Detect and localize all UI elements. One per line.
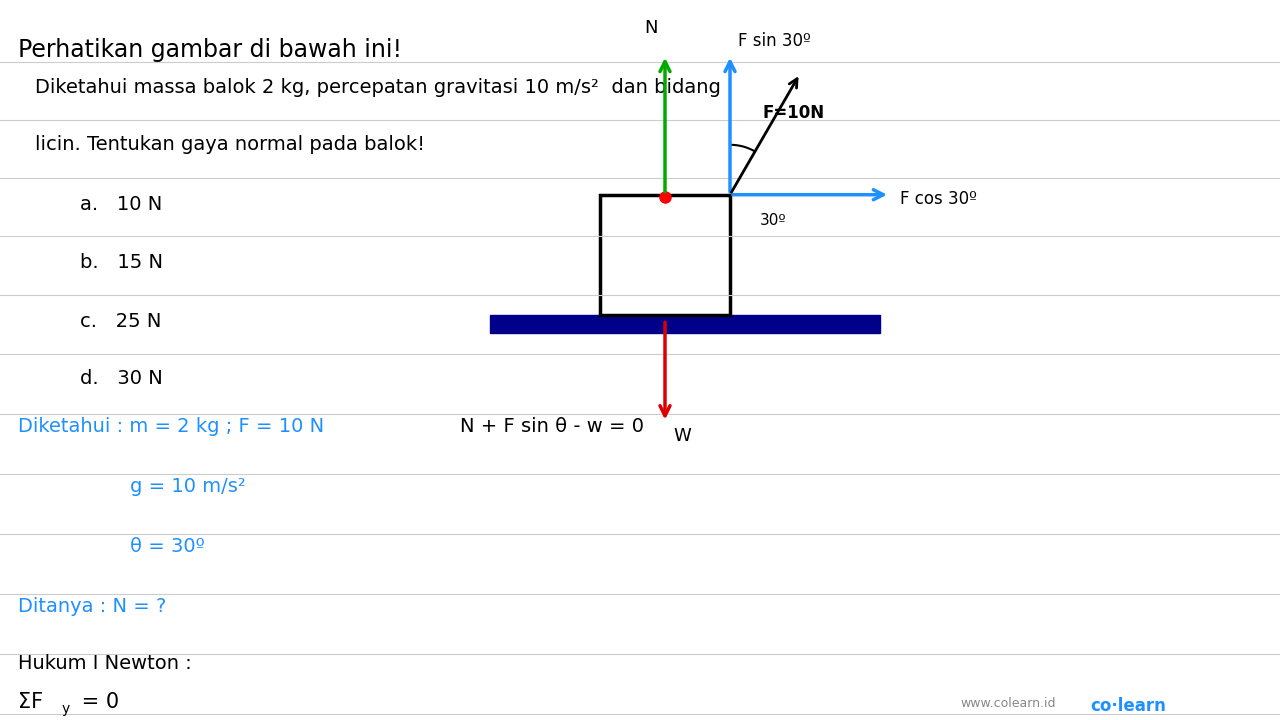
Bar [490,315,881,333]
Text: www.colearn.id: www.colearn.id [960,697,1056,710]
Text: W: W [673,428,691,446]
Text: co·learn: co·learn [1091,697,1166,715]
Bar [600,194,730,315]
Text: b.   15 N: b. 15 N [79,253,163,271]
Text: = 0: = 0 [76,692,119,712]
Text: a.   10 N: a. 10 N [79,194,163,214]
Text: ΣF: ΣF [18,692,44,712]
Text: F=10N: F=10N [763,104,826,122]
Text: θ = 30º: θ = 30º [131,537,205,557]
Text: 30º: 30º [760,212,787,228]
Text: F cos 30º: F cos 30º [900,190,977,208]
Text: Diketahui : m = 2 kg ; F = 10 N: Diketahui : m = 2 kg ; F = 10 N [18,418,324,436]
Text: N + F sin θ - w = 0: N + F sin θ - w = 0 [460,418,644,436]
Text: N: N [644,19,658,37]
Text: Hukum I Newton :: Hukum I Newton : [18,654,192,673]
Text: licin. Tentukan gaya normal pada balok!: licin. Tentukan gaya normal pada balok! [35,135,425,154]
Text: F sin 30º: F sin 30º [739,32,810,50]
Text: Perhatikan gambar di bawah ini!: Perhatikan gambar di bawah ini! [18,38,402,62]
Text: Ditanya : N = ?: Ditanya : N = ? [18,597,166,616]
Text: y: y [61,702,70,716]
Text: c.   25 N: c. 25 N [79,312,161,330]
Text: Diketahui massa balok 2 kg, percepatan gravitasi 10 m/s²  dan bidang: Diketahui massa balok 2 kg, percepatan g… [35,78,721,97]
Text: d.   30 N: d. 30 N [79,369,163,389]
Text: g = 10 m/s²: g = 10 m/s² [131,477,246,496]
